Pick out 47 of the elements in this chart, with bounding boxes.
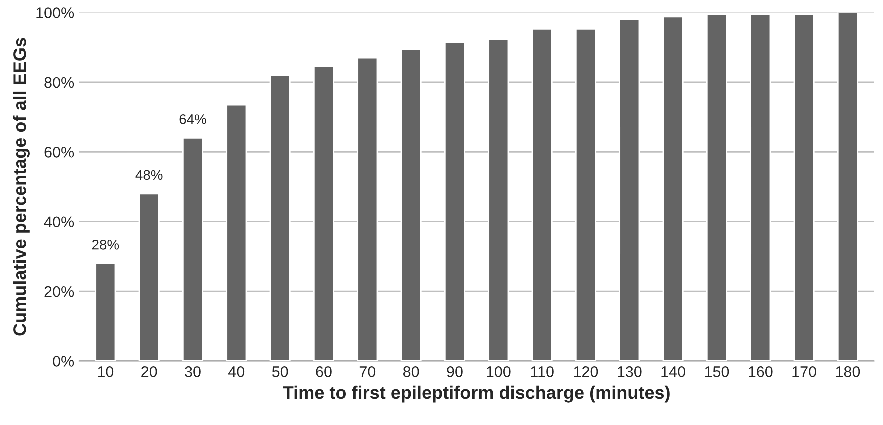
- y-tick-label: 80%: [44, 77, 74, 88]
- y-axis-title: Cumulative percentage of all EEGs: [13, 38, 30, 336]
- x-tick-label: 20: [142, 366, 158, 378]
- x-tick-label: 40: [228, 366, 245, 378]
- bar: [313, 66, 335, 362]
- bar: [444, 42, 466, 362]
- bar: [95, 262, 116, 362]
- x-tick-label: 110: [531, 366, 554, 378]
- x-tick-label: 70: [360, 366, 376, 378]
- y-tick-label: 20%: [44, 286, 74, 298]
- data-label: 64%: [180, 114, 206, 124]
- bar: [182, 138, 204, 362]
- bar: [794, 14, 815, 362]
- bar: [400, 48, 422, 362]
- data-label: 28%: [92, 240, 120, 250]
- x-tick-label: 100: [487, 366, 511, 378]
- x-tick-label: 170: [792, 366, 816, 378]
- x-tick-label: 60: [316, 366, 332, 378]
- bar: [532, 28, 553, 362]
- bar: [706, 14, 728, 362]
- x-axis-title: Time to first epileptiform discharge (minutes): [283, 386, 670, 403]
- x-tick-label: 80: [403, 366, 420, 378]
- bar: [750, 14, 772, 362]
- x-tick-label: 140: [662, 366, 686, 378]
- bar: [138, 193, 160, 362]
- bar: [662, 16, 684, 362]
- x-tick-label: 130: [618, 366, 642, 378]
- bar: [488, 38, 510, 362]
- data-label: 48%: [136, 170, 163, 180]
- y-tick-label: 60%: [44, 147, 74, 158]
- bar: [619, 19, 640, 362]
- x-tick-label: 10: [98, 366, 114, 378]
- bar: [575, 28, 596, 362]
- y-tick-label: 0%: [53, 356, 74, 367]
- y-tick-label: 40%: [44, 216, 74, 228]
- x-tick-label: 30: [185, 366, 201, 378]
- bar: [837, 12, 858, 362]
- x-tick-label: 160: [749, 366, 773, 378]
- bar: [270, 74, 291, 362]
- x-tick-label: 120: [574, 366, 598, 378]
- x-tick-label: 50: [272, 366, 288, 378]
- y-tick-label: 100%: [36, 8, 74, 18]
- x-tick-label: 150: [705, 366, 730, 378]
- x-tick-label: 180: [836, 366, 860, 378]
- bar: [357, 57, 378, 362]
- bar: [226, 104, 248, 362]
- x-tick-label: 90: [447, 366, 463, 378]
